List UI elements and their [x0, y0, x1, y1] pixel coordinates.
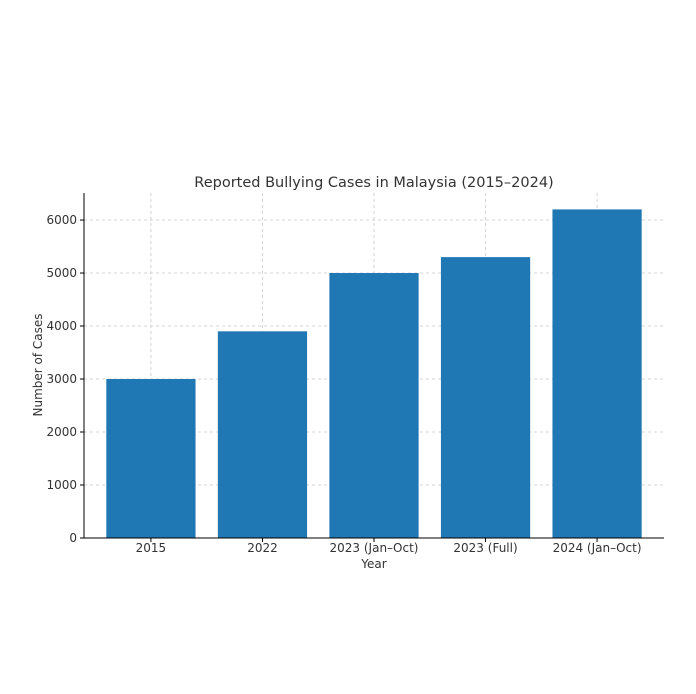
y-axis-label: Number of Cases [31, 313, 45, 416]
bar-1 [106, 379, 196, 538]
x-tick-label-4: 2023 (Full) [453, 541, 517, 555]
x-tick-label-2: 2022 [247, 541, 278, 555]
chart-title: Reported Bullying Cases in Malaysia (201… [194, 175, 553, 191]
y-tick-label-7: 6000 [46, 213, 77, 227]
y-tick-label-2: 1000 [46, 478, 77, 492]
bars [106, 209, 642, 538]
bar-5 [552, 209, 642, 538]
x-axis-label: Year [360, 557, 386, 571]
bar-2 [217, 331, 308, 538]
y-ticks: 0 1000 2000 3000 4000 5000 6000 [46, 213, 84, 545]
y-tick-label-3: 2000 [46, 425, 77, 439]
x-tick-label-3: 2023 (Jan–Oct) [330, 541, 419, 555]
bar-4 [440, 257, 531, 538]
y-tick-label-4: 3000 [46, 372, 77, 386]
y-tick-label-1: 0 [69, 531, 77, 545]
x-tick-label-1: 2015 [136, 541, 167, 555]
bar-3 [329, 273, 419, 538]
y-tick-label-5: 4000 [46, 319, 77, 333]
x-ticks: 2015 2022 2023 (Jan–Oct) 2023 (Full) 2024 (J… [136, 538, 642, 555]
y-tick-label-6: 5000 [46, 266, 77, 280]
x-tick-label-5: 2024 (Jan–Oct) [553, 541, 642, 555]
